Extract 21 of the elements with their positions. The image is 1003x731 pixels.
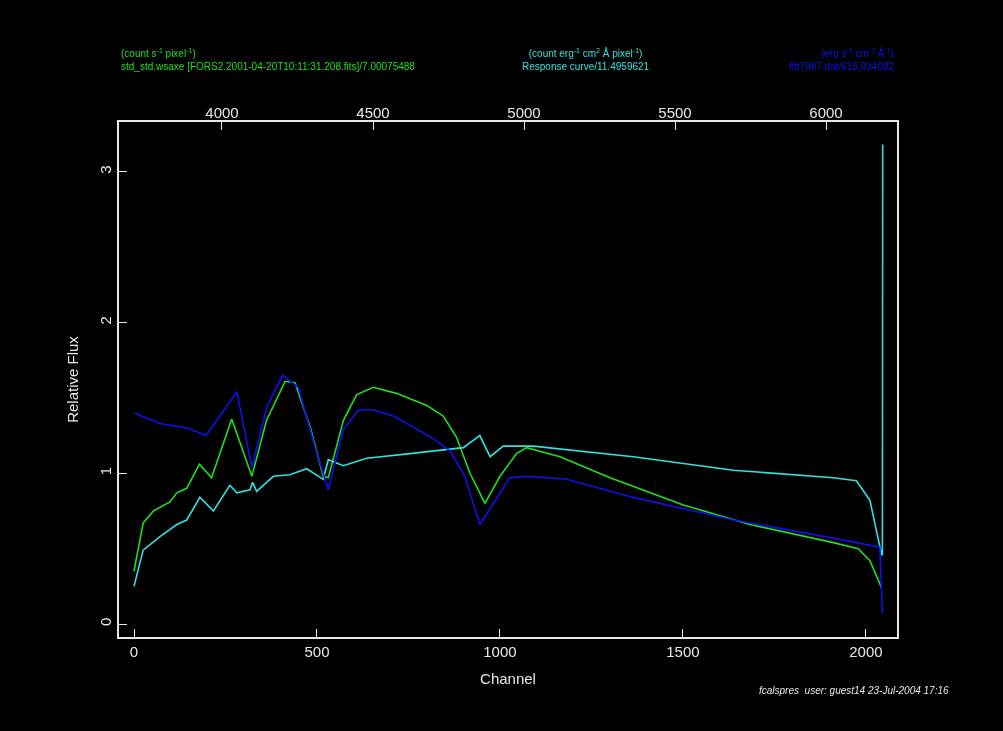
y-tick-label: 0	[97, 617, 115, 626]
x2-tick-label: 4000	[205, 104, 239, 121]
x-tick-label: 0	[129, 642, 139, 660]
text: fcalspres user: guest14 23-Jul-2004 17:16	[759, 685, 949, 696]
y-tick-label: 2	[97, 316, 115, 325]
y-tick-label: 1	[97, 466, 115, 476]
text: (erg s$^{-1}$ cm$^{-2}$ Å$^{-1}$) fltt7987.dat/615.934082	[789, 47, 895, 73]
x2-tick-label: 5000	[507, 104, 541, 121]
text: (count erg$^{-1}$ cm$^{2}$ Å pixel$^{-1}$) Response curve/11.4959621	[522, 47, 650, 73]
text: (count s$^{-1}$ pixel$^{-1}$) std_std.wsaxe [FORS2.2001-04-20T10:11:31.208.fits]/7.00075488	[121, 47, 416, 73]
x2-tick-label: 6000	[809, 104, 843, 121]
x2-tick-label: 4500	[356, 104, 390, 121]
x-tick-label: 1500	[666, 642, 700, 660]
line-series	[133, 143, 884, 588]
x2-tick-label: 5500	[658, 104, 692, 121]
x-tick-label: 1000	[483, 642, 517, 660]
y-tick-label: 3	[97, 165, 115, 174]
x-axis-title: Channel	[480, 670, 536, 688]
x-tick-label: 2000	[849, 642, 883, 660]
y-axis-title: Relative Flux	[64, 335, 81, 423]
x-tick-label: 500	[304, 642, 330, 660]
